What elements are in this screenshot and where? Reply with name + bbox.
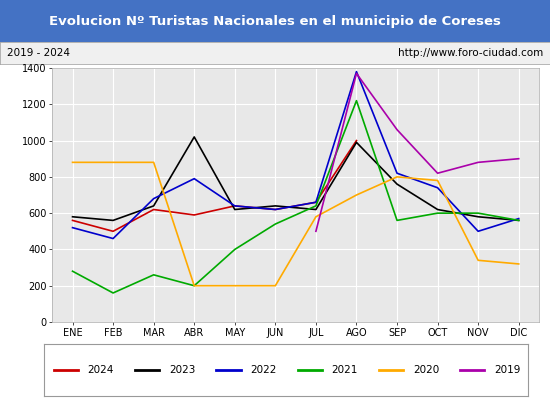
Text: 2019: 2019 (494, 365, 520, 375)
Text: Evolucion Nº Turistas Nacionales en el municipio de Coreses: Evolucion Nº Turistas Nacionales en el m… (49, 14, 501, 28)
Text: http://www.foro-ciudad.com: http://www.foro-ciudad.com (398, 48, 543, 58)
Text: 2023: 2023 (169, 365, 195, 375)
Text: 2022: 2022 (250, 365, 277, 375)
Text: 2024: 2024 (87, 365, 114, 375)
Text: 2021: 2021 (332, 365, 358, 375)
Text: 2019 - 2024: 2019 - 2024 (7, 48, 70, 58)
Text: 2020: 2020 (413, 365, 439, 375)
